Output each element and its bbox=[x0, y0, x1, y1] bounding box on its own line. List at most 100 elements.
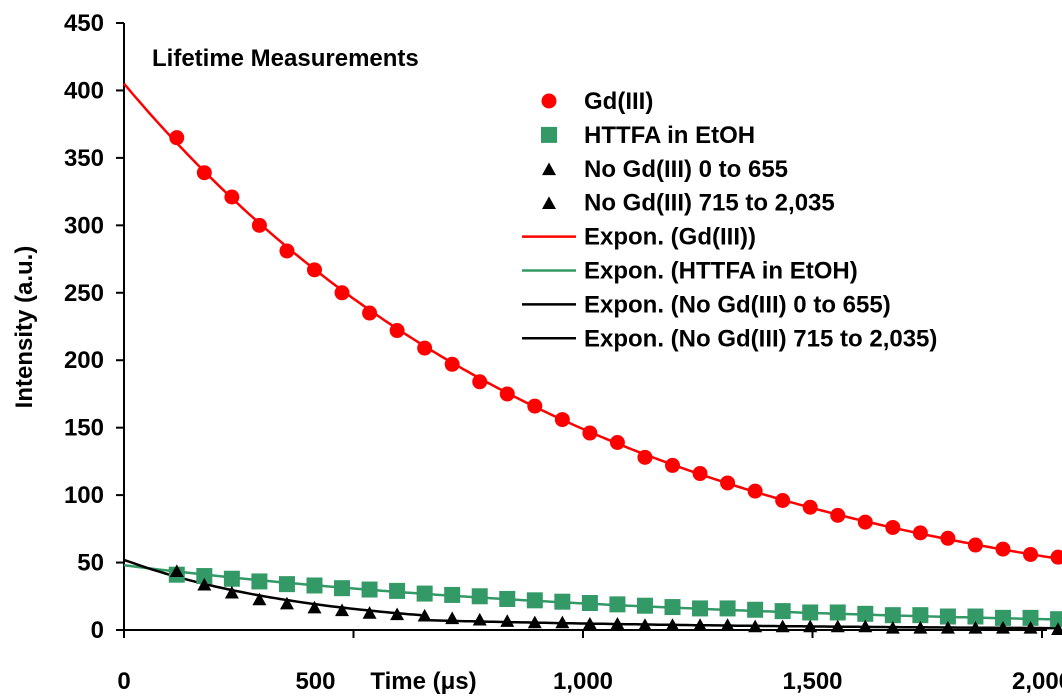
data-point bbox=[472, 612, 487, 626]
data-point bbox=[224, 585, 239, 599]
data-point bbox=[1023, 621, 1038, 634]
data-point bbox=[665, 618, 680, 631]
data-point bbox=[830, 507, 846, 523]
data-point bbox=[636, 597, 653, 614]
chart-title: Lifetime Measurements bbox=[152, 45, 419, 72]
data-point bbox=[885, 621, 900, 634]
data-point bbox=[444, 586, 461, 603]
legend-label: Expon. (Gd(III)) bbox=[584, 224, 756, 251]
data-point bbox=[912, 607, 929, 624]
data-point bbox=[968, 621, 983, 634]
y-ticks: 0 50 100 150 200 250 300 350 400 450 bbox=[64, 10, 124, 644]
legend-marker bbox=[542, 196, 556, 209]
data-point bbox=[664, 599, 681, 616]
data-point bbox=[637, 449, 653, 465]
data-point bbox=[306, 262, 322, 278]
y-tick-label: 300 bbox=[64, 212, 104, 239]
data-point bbox=[197, 577, 212, 591]
y-axis-title: Intensity (a.u.) bbox=[11, 246, 38, 409]
x-ticks: 0 500 1,000 1,500 2,000 bbox=[117, 630, 1062, 695]
data-point bbox=[774, 603, 791, 620]
y-tick-label: 250 bbox=[64, 280, 104, 307]
data-point bbox=[279, 596, 294, 610]
data-point bbox=[251, 573, 268, 590]
data-point bbox=[582, 616, 597, 630]
y-tick-label: 350 bbox=[64, 145, 104, 172]
data-point bbox=[417, 340, 433, 356]
data-point bbox=[444, 356, 460, 372]
data-point bbox=[416, 585, 433, 602]
data-point bbox=[610, 616, 625, 630]
legend-marker bbox=[541, 126, 557, 143]
data-point bbox=[499, 590, 516, 607]
data-point bbox=[252, 592, 267, 606]
data-point bbox=[335, 603, 350, 617]
data-point bbox=[417, 608, 432, 622]
data-point bbox=[499, 386, 515, 402]
data-point bbox=[858, 619, 873, 633]
data-point bbox=[830, 619, 845, 633]
legend-label: Expon. (No Gd(III) 0 to 655) bbox=[584, 291, 891, 318]
data-point bbox=[582, 425, 598, 441]
data-point bbox=[389, 582, 406, 599]
data-point bbox=[554, 593, 571, 610]
data-point bbox=[581, 595, 598, 612]
legend-marker bbox=[541, 93, 557, 109]
data-point bbox=[1050, 611, 1062, 628]
data-point bbox=[748, 619, 763, 633]
data-point bbox=[223, 570, 240, 587]
data-point bbox=[471, 588, 488, 605]
data-point bbox=[609, 596, 626, 613]
data-point bbox=[829, 604, 846, 621]
data-point bbox=[720, 475, 736, 491]
data-point bbox=[526, 592, 543, 609]
data-point bbox=[884, 607, 901, 624]
data-point bbox=[251, 217, 267, 233]
data-point bbox=[994, 609, 1011, 626]
x-tick-label: 500 bbox=[295, 668, 335, 695]
data-point bbox=[527, 398, 543, 414]
data-point bbox=[196, 568, 213, 585]
data-point bbox=[306, 577, 323, 594]
y-tick-label: 100 bbox=[64, 482, 104, 509]
data-point bbox=[665, 457, 681, 473]
legend-label: No Gd(III) 0 to 655 bbox=[584, 156, 788, 183]
legend-marker bbox=[542, 162, 556, 176]
data-point bbox=[224, 189, 240, 205]
data-point bbox=[527, 615, 542, 629]
data-point bbox=[362, 606, 377, 619]
data-point bbox=[278, 576, 295, 593]
data-point bbox=[775, 493, 791, 509]
y-tick-label: 450 bbox=[64, 10, 104, 37]
data-point bbox=[693, 618, 708, 631]
data-point bbox=[940, 530, 956, 546]
legend-label: Expon. (HTTFA in EtOH) bbox=[584, 258, 858, 285]
data-point bbox=[940, 621, 955, 634]
data-point bbox=[857, 605, 874, 622]
data-point bbox=[692, 600, 709, 617]
data-point bbox=[609, 435, 625, 451]
legend: Gd(III) HTTFA in EtOH No Gd(III) 0 to 655 N… bbox=[520, 84, 1046, 360]
legend-label: No Gd(III) 715 to 2,035 bbox=[584, 190, 835, 217]
y-tick-label: 50 bbox=[77, 550, 104, 577]
trendline bbox=[424, 618, 1059, 630]
data-point bbox=[1050, 549, 1062, 565]
data-point bbox=[445, 611, 460, 625]
data-point bbox=[747, 601, 764, 618]
data-point bbox=[857, 514, 873, 530]
data-point bbox=[719, 600, 736, 617]
legend-label: Expon. (No Gd(III) 715 to 2,035) bbox=[584, 325, 937, 352]
data-point bbox=[692, 466, 708, 482]
x-tick-label: 2,000 bbox=[1012, 668, 1062, 695]
data-point bbox=[775, 619, 790, 633]
data-point bbox=[1051, 622, 1062, 635]
data-point bbox=[472, 374, 488, 390]
data-point bbox=[747, 483, 763, 499]
x-tick-label: 0 bbox=[117, 668, 130, 695]
data-point bbox=[554, 412, 570, 428]
data-point bbox=[802, 604, 819, 621]
data-point bbox=[169, 564, 184, 577]
data-point bbox=[169, 130, 185, 146]
data-point bbox=[279, 243, 295, 259]
